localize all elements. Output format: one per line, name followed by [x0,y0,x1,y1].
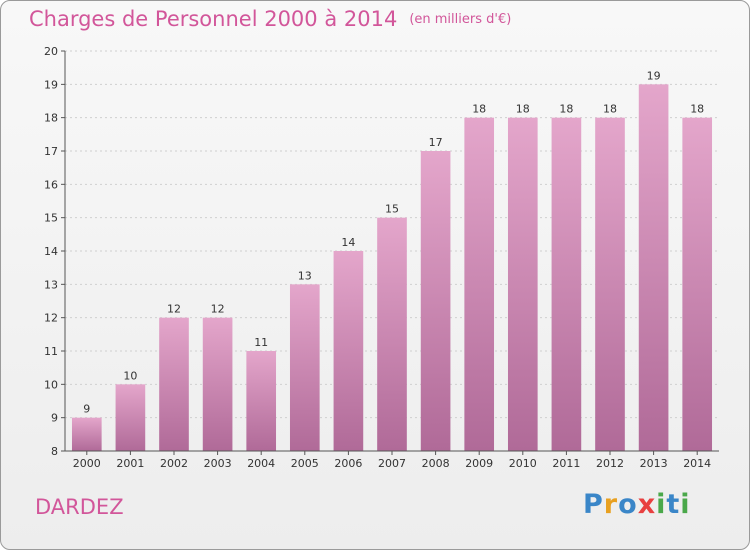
data-label: 15 [385,203,399,216]
y-tick-label: 20 [44,45,58,58]
bar [420,151,451,451]
bar [638,84,669,451]
bar [507,117,538,452]
axes [61,50,719,455]
logo-letter: o [618,489,638,520]
x-tick-label: 2011 [552,457,580,470]
data-label: 9 [83,403,90,416]
data-label: 14 [341,236,355,249]
bar [551,117,582,452]
logo-letter: i [680,489,691,520]
commune-name: DARDEZ [35,495,124,519]
logo-letter: i [656,489,667,520]
data-label: 12 [167,303,181,316]
y-tick-label: 8 [51,445,58,458]
y-tick-label: 16 [44,178,58,191]
x-tick-label: 2004 [247,457,275,470]
x-tick-label: 2005 [291,457,319,470]
x-tick-label: 2014 [683,457,711,470]
y-tick-label: 18 [44,112,58,125]
labels: 8 9 10 11 12 13 14 15 16 17 18 19 20 9 2000 10 2001 12 200… [44,45,711,470]
y-tick-label: 14 [44,245,58,258]
x-tick-label: 2012 [596,457,624,470]
x-tick-label: 2002 [160,457,188,470]
y-tick-label: 17 [44,145,58,158]
x-tick-label: 2003 [204,457,232,470]
x-tick-label: 2013 [640,457,668,470]
proxiti-logo: Proxiti [583,489,691,520]
x-tick-label: 2001 [116,457,144,470]
data-label: 19 [647,69,661,82]
bar [246,351,277,451]
data-label: 11 [254,336,268,349]
chart-title: Charges de Personnel 2000 à 2014 (en mill… [29,7,511,31]
data-label: 18 [603,103,617,116]
logo-letter: t [666,489,681,520]
logo-letter: x [637,489,657,520]
bar [595,117,625,452]
data-label: 12 [211,303,225,316]
y-tick-label: 11 [44,345,58,358]
data-label: 10 [123,369,137,382]
x-tick-label: 2008 [422,457,450,470]
y-tick-label: 12 [44,312,58,325]
bar [464,117,495,452]
bar [71,417,102,451]
data-label: 18 [472,103,486,116]
data-label: 18 [559,103,573,116]
data-label: 17 [429,136,443,149]
bar [333,251,364,451]
bars [71,84,713,452]
data-label: 18 [516,103,530,116]
logo-letter: P [583,489,604,520]
x-tick-label: 2006 [334,457,362,470]
y-tick-label: 19 [44,78,58,91]
bar [682,117,713,452]
chart-title-text: Charges de Personnel 2000 à 2014 [29,7,398,31]
y-tick-label: 10 [44,378,58,391]
bar [115,384,146,451]
bar [202,317,233,451]
data-label: 18 [690,103,704,116]
x-tick-label: 2010 [509,457,537,470]
y-tick-label: 15 [44,212,58,225]
y-tick-label: 9 [51,412,58,425]
x-tick-label: 2007 [378,457,406,470]
x-tick-label: 2000 [73,457,101,470]
bar [159,317,189,451]
chart-subtitle: (en milliers d'€) [409,12,512,27]
logo-letter: r [603,489,619,520]
bar [377,217,407,451]
x-tick-label: 2009 [465,457,493,470]
data-label: 13 [298,269,312,282]
y-tick-label: 13 [44,278,58,291]
bar [289,284,320,451]
